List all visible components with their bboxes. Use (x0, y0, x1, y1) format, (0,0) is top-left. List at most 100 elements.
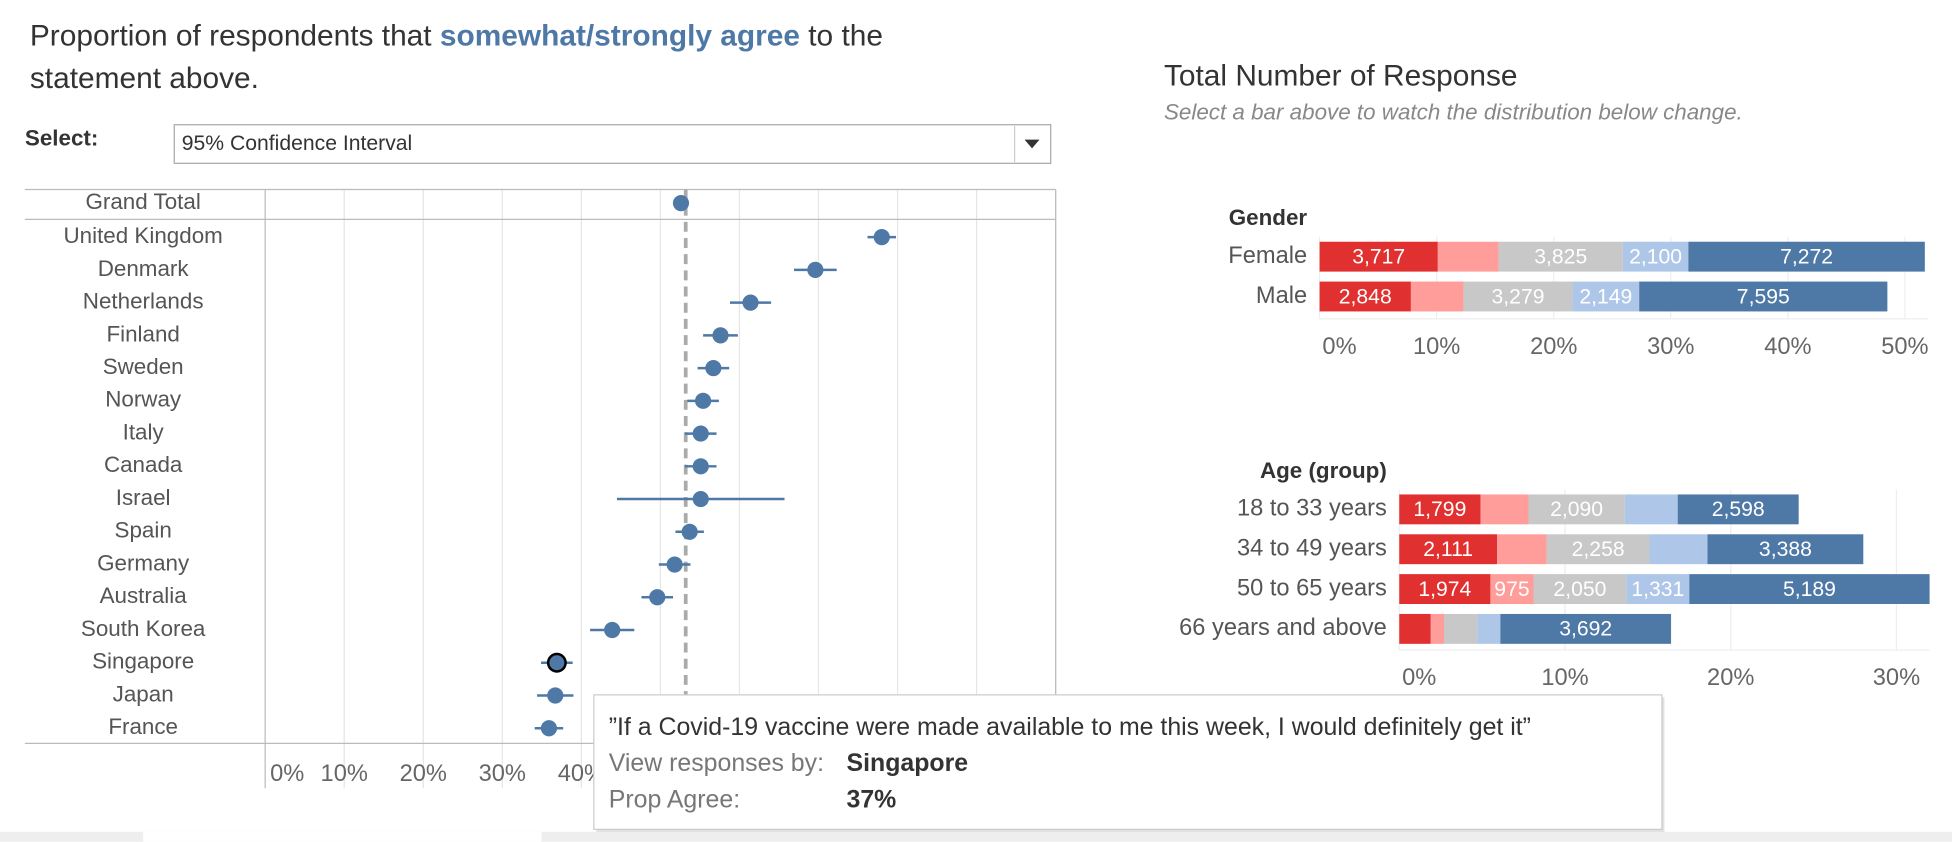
dot (649, 589, 666, 606)
bar-segment (1626, 574, 1690, 604)
bar-segment (1688, 241, 1925, 272)
bar-segment (1500, 613, 1672, 644)
segment-label: 2,258 (1572, 538, 1625, 561)
x-tick-label: 10% (1413, 334, 1460, 360)
category-label: 66 years and above (1179, 615, 1387, 641)
dot (692, 490, 709, 508)
x-tick-label: 0% (1402, 665, 1436, 691)
tooltip-value: Singapore (847, 749, 969, 777)
charts: 0%10%20%30%40%50%60%70%80%90%100%Grand T… (24, 188, 1930, 789)
dot (873, 229, 890, 246)
bar-segment (1410, 281, 1464, 312)
bar-segment (1399, 494, 1481, 525)
bar-segment (1477, 613, 1501, 644)
category-label: 18 to 33 years (1237, 496, 1387, 522)
bar-segment (1677, 494, 1799, 525)
category-label: Grand Total (85, 189, 200, 214)
x-tick-label: 30% (479, 761, 526, 787)
bar-segment (1399, 534, 1498, 565)
category-label: Finland (106, 321, 179, 346)
bar-segment (1430, 613, 1445, 644)
category-label: Italy (123, 419, 165, 444)
segment-label: 3,717 (1352, 246, 1405, 269)
x-tick-label: 10% (321, 761, 368, 787)
category-label: Singapore (92, 649, 194, 674)
dot (742, 294, 759, 311)
dot (540, 720, 558, 737)
right-title: Total Number of Response (1164, 59, 1518, 92)
category-label: Sweden (103, 354, 184, 379)
bar-segment (1649, 534, 1708, 565)
category-label: 50 to 65 years (1237, 575, 1387, 601)
bar-segment (1533, 574, 1627, 604)
bar-segment (1639, 281, 1888, 312)
dot (712, 327, 729, 344)
category-label: United Kingdom (63, 223, 222, 248)
bar-segment (1399, 574, 1491, 604)
bar-segment (1480, 494, 1529, 525)
bar-segment (1463, 281, 1573, 312)
bar-segment (1689, 574, 1930, 604)
bar-segment (1319, 241, 1438, 272)
dot (705, 360, 722, 377)
dropdown-arrow[interactable] (1024, 139, 1040, 149)
x-tick-label: 30% (1873, 665, 1920, 691)
tooltip-label: View responses by: (609, 749, 824, 777)
bar-segment (1497, 534, 1547, 565)
category-label: Germany (97, 550, 190, 575)
bar-segment (1624, 494, 1678, 525)
segment-label: 3,692 (1559, 618, 1612, 641)
category-label: South Korea (81, 616, 206, 641)
dot (807, 261, 824, 278)
segment-label: 1,799 (1413, 498, 1466, 521)
x-tick-label: 30% (1647, 334, 1694, 360)
category-label: Canada (104, 452, 183, 477)
bar-segment (1528, 494, 1625, 525)
segment-label: 7,595 (1737, 285, 1790, 308)
category-label: Denmark (98, 256, 190, 281)
category-label: Spain (115, 518, 172, 543)
segment-label: 1,974 (1418, 578, 1471, 601)
bar-segment (1444, 613, 1478, 644)
x-tick-label: 10% (1541, 665, 1588, 691)
dot (692, 425, 709, 442)
dot (666, 556, 683, 573)
segment-label: 3,825 (1534, 246, 1587, 269)
segment-label: 2,111 (1423, 538, 1473, 561)
dot (681, 523, 698, 540)
bar-segment (1546, 534, 1650, 565)
segment-label: 3,279 (1492, 285, 1545, 308)
bar-segment (1707, 534, 1864, 565)
dropdown[interactable] (173, 124, 1052, 164)
bar-segment (1399, 613, 1431, 644)
segment-label: 2,149 (1579, 285, 1632, 308)
tooltip-value: 37% (847, 785, 897, 813)
segment-label: 2,050 (1553, 578, 1606, 601)
category-label: Male (1256, 283, 1307, 309)
axis-title: Age (group) (1260, 458, 1387, 483)
dot (546, 652, 567, 673)
tab-strip (0, 831, 1952, 842)
tooltip-quote: ”If a Covid-19 vaccine were made availab… (609, 713, 1531, 741)
x-tick-label: 0% (270, 761, 304, 787)
category-label: Israel (116, 485, 171, 510)
segment-label: 2,598 (1712, 498, 1765, 521)
tooltip: ”If a Covid-19 vaccine were made availab… (593, 694, 1665, 832)
dot (672, 195, 690, 212)
x-tick-label: 20% (1530, 334, 1577, 360)
dot (604, 621, 621, 639)
bar-segment (1498, 241, 1623, 272)
segment-label: 2,848 (1339, 285, 1392, 308)
x-tick-label: 40% (1764, 334, 1811, 360)
tooltip-label: Prop Agree: (609, 785, 740, 813)
tooltip-box (593, 694, 1663, 830)
dropdown-value: 95% Confidence Interval (182, 132, 413, 155)
x-tick-label: 0% (1322, 334, 1356, 360)
category-label: Japan (113, 681, 174, 706)
segment-label: 7,272 (1780, 246, 1833, 269)
filter-label: Select: (25, 126, 98, 151)
tab[interactable] (143, 831, 542, 842)
x-tick-label: 50% (1881, 334, 1928, 360)
